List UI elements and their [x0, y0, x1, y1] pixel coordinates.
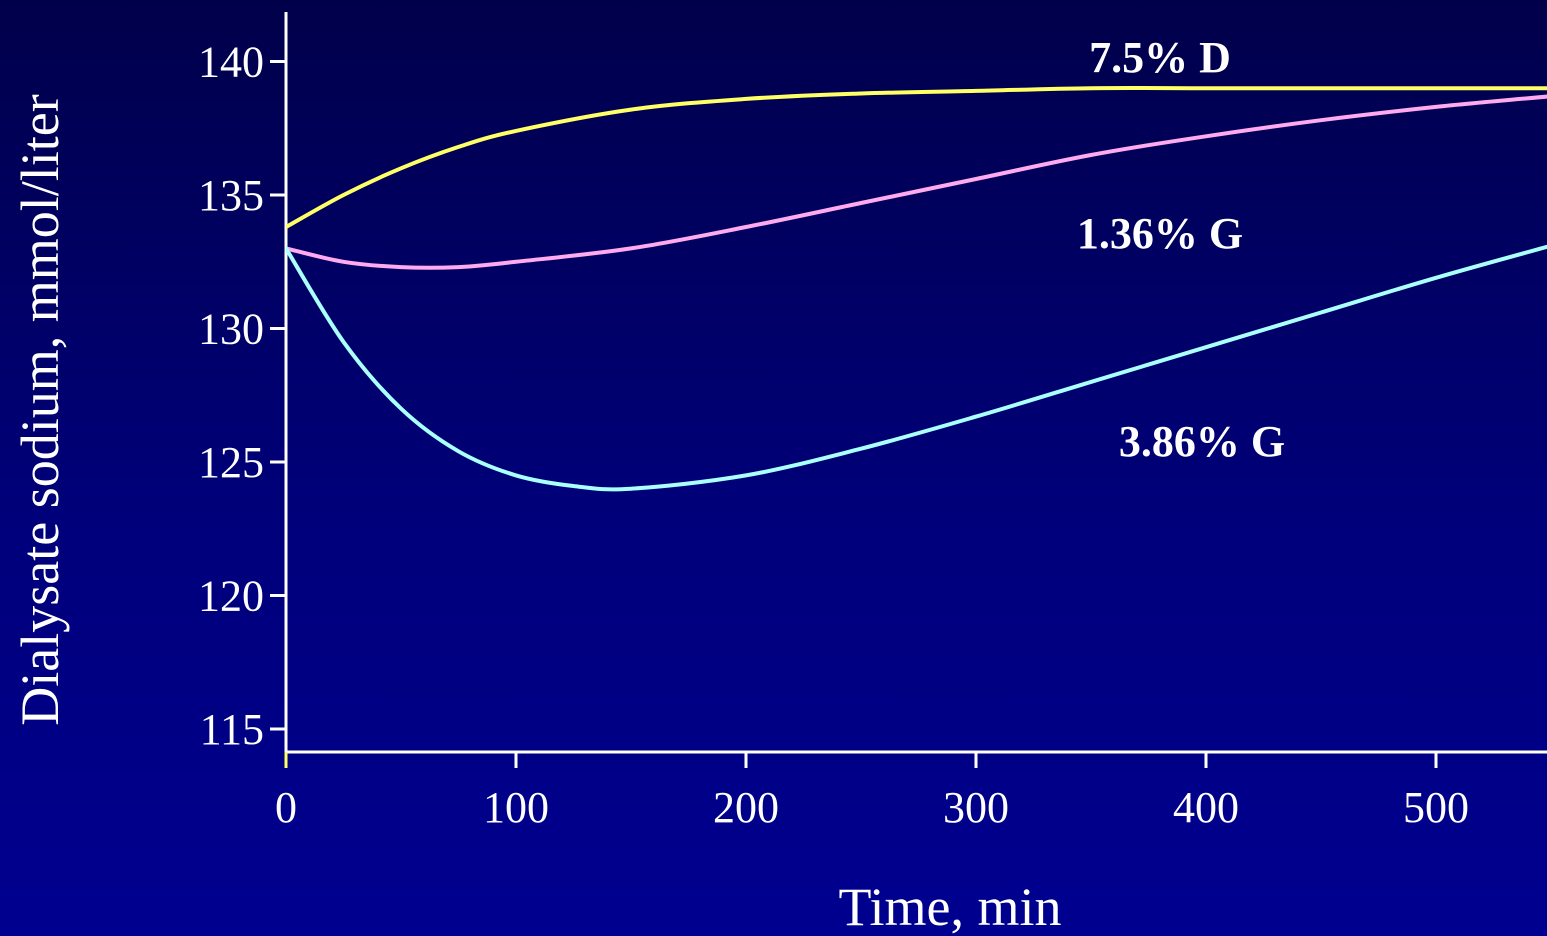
x-axis-title: Time, min [838, 877, 1061, 936]
x-tick-label: 500 [1403, 783, 1469, 832]
y-tick-label: 120 [198, 572, 264, 621]
y-tick-label: 135 [198, 171, 264, 220]
x-tick-label: 100 [483, 783, 549, 832]
y-axis: 115 120 125 130 135 140 [198, 12, 288, 754]
series-label-0: 7.5% D [1089, 33, 1231, 82]
x-tick-label: 300 [943, 783, 1009, 832]
x-tick-label: 0 [275, 783, 297, 832]
series-label-1: 1.36% G [1077, 209, 1243, 258]
series-line-2 [286, 244, 1547, 492]
y-tick-label: 130 [198, 305, 264, 354]
x-tick-label: 400 [1173, 783, 1239, 832]
series-labels: 7.5% D 1.36% G 3.86% G [1077, 33, 1285, 466]
y-tick-label: 140 [198, 38, 264, 87]
series-line-1 [286, 94, 1547, 270]
x-tick-label: 200 [713, 783, 779, 832]
series-group [286, 86, 1547, 492]
y-tick-label: 125 [198, 438, 264, 487]
y-axis-title: Dialysate sodium, mmol/liter [10, 94, 70, 725]
y-tick-label: 115 [200, 705, 264, 754]
x-axis: 0 100 200 300 400 500 [275, 750, 1547, 832]
series-line-0 [286, 86, 1547, 229]
series-label-2: 3.86% G [1119, 417, 1285, 466]
